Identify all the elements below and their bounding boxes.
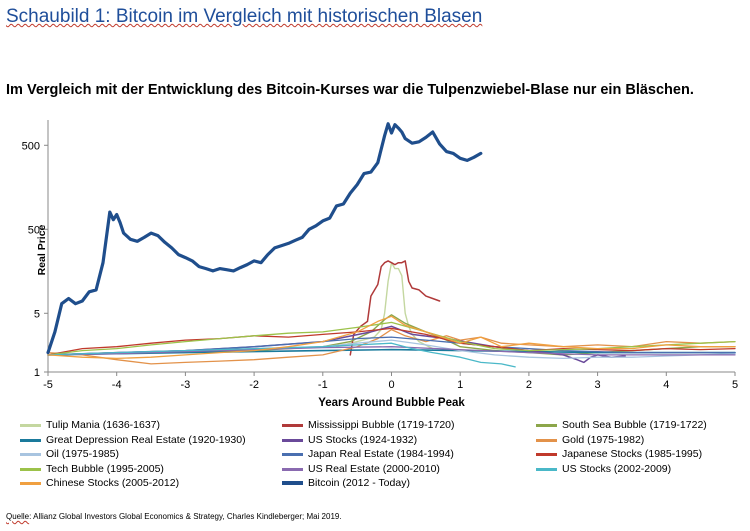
x-tick-label: -3: [181, 379, 191, 391]
y-tick-label: 50: [28, 224, 40, 236]
series-line-us-real-estate-2000-2010: [47, 346, 736, 356]
legend-label: Japanese Stocks (1985-1995): [562, 448, 703, 461]
legend-swatch: [536, 467, 557, 471]
legend-swatch: [536, 438, 557, 442]
legend-swatch: [282, 481, 303, 486]
y-tick-label: 1: [34, 367, 40, 379]
series-line-mississippi-bubble-1719-1720: [349, 260, 441, 356]
y-tick-label: 5: [34, 308, 40, 320]
legend-swatch: [20, 467, 41, 471]
source-text: : Allianz Global Investors Global Econom…: [29, 512, 342, 521]
legend-swatch: [282, 467, 303, 471]
legend-label: Bitcoin (2012 - Today): [308, 477, 410, 490]
x-tick-label: -4: [112, 379, 122, 391]
legend-label: Great Depression Real Estate (1920-1930): [46, 433, 246, 446]
x-tick-label: -2: [249, 379, 259, 391]
legend-label: Tulip Mania (1636-1637): [46, 419, 161, 431]
legend-swatch: [282, 453, 303, 457]
x-tick-label: -1: [318, 379, 328, 391]
series-line-gold-1975-1982: [47, 328, 736, 365]
y-axis-label: Real Price: [36, 224, 48, 275]
legend-label: US Real Estate (2000-2010): [308, 462, 440, 475]
series-line-tech-bubble-1995-2005: [47, 321, 736, 356]
x-tick-label: 2: [526, 379, 532, 391]
series-line-japanese-stocks-1985-1995: [47, 327, 736, 356]
legend-label: Chinese Stocks (2005-2012): [46, 477, 180, 490]
legend-label: Mississippi Bubble (1719-1720): [308, 419, 455, 431]
source-note: Quelle: Allianz Global Investors Global …: [6, 512, 342, 521]
page-title: Schaubild 1: Bitcoin im Vergleich mit hi…: [6, 6, 483, 27]
legend-swatch: [20, 453, 41, 457]
series-line-bitcoin-2012-today: [46, 122, 483, 355]
legend-label: South Sea Bubble (1719-1722): [562, 419, 707, 431]
series-line-chinese-stocks-2005-2012: [47, 315, 736, 360]
x-axis-label: Years Around Bubble Peak: [318, 397, 465, 409]
legend-swatch: [282, 438, 303, 442]
x-tick-label: 5: [732, 379, 738, 391]
legend-label: US Stocks (2002-2009): [562, 462, 672, 475]
x-tick-label: -5: [43, 379, 53, 391]
x-tick-label: 1: [457, 379, 463, 391]
legend-label: Gold (1975-1982): [562, 433, 645, 446]
legend-label: Tech Bubble (1995-2005): [46, 462, 164, 475]
source-prefix: Quelle: [6, 512, 30, 521]
legend-swatch: [20, 424, 41, 427]
chart-legend: Tulip Mania (1636-1637) Mississippi Bubbl…: [20, 418, 745, 496]
x-tick-label: 0: [388, 379, 394, 391]
y-tick-label: 500: [22, 140, 40, 152]
legend-swatch: [20, 438, 41, 442]
legend-label: Japan Real Estate (1984-1994): [308, 448, 454, 461]
series-group: [46, 122, 736, 368]
chart-subtitle: Im Vergleich mit der Entwicklung des Bit…: [6, 82, 694, 98]
legend-swatch: [536, 424, 557, 427]
x-tick-label: 3: [595, 379, 601, 391]
series-line-us-stocks-2002-2009: [47, 342, 516, 368]
legend-label: Oil (1975-1985): [46, 448, 119, 461]
legend-swatch: [20, 482, 41, 486]
legend-label: US Stocks (1924-1932): [308, 433, 418, 446]
axes: 1 5 50 500 -5 -4 -3 -2 -1 0 1 2 3 4 5 Years Around Bubb…: [22, 120, 738, 409]
legend-swatch: [282, 424, 303, 427]
legend-swatch: [536, 453, 557, 457]
x-tick-label: 4: [663, 379, 669, 391]
